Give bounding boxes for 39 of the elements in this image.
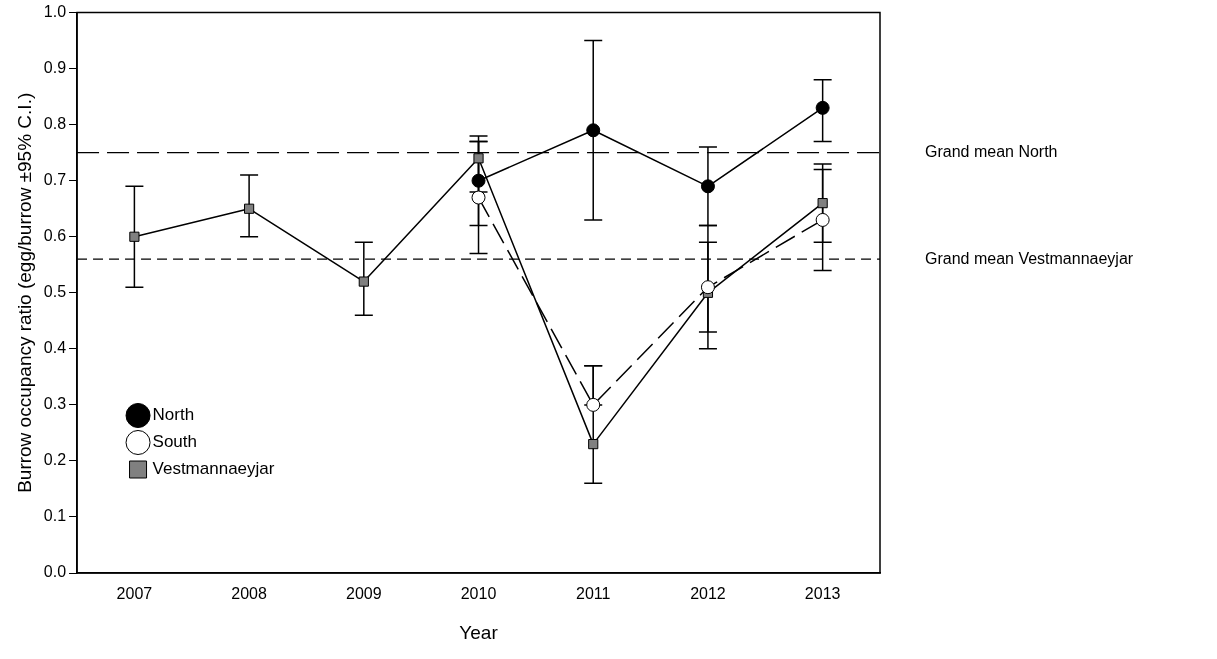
point <box>473 153 484 164</box>
point <box>815 100 830 115</box>
point <box>586 397 601 412</box>
y-tick-label: 0.4 <box>43 339 67 357</box>
y-tick-label: 0.9 <box>43 59 67 77</box>
point <box>700 280 715 295</box>
y-tick-label: 0.8 <box>43 115 67 133</box>
point <box>817 198 828 209</box>
ref-line-label: Grand mean North <box>925 143 1058 161</box>
point <box>588 439 599 450</box>
y-tick-label: 0.7 <box>43 171 67 189</box>
point <box>129 231 140 242</box>
x-tick-label: 2008 <box>231 585 267 603</box>
legend-label: South <box>152 432 197 452</box>
x-axis-title: Year <box>459 621 499 643</box>
y-tick-label: 0.2 <box>43 451 67 469</box>
point <box>815 212 830 227</box>
y-tick-label: 0.1 <box>43 507 67 525</box>
point <box>700 179 715 194</box>
point <box>244 203 255 214</box>
x-tick-label: 2011 <box>576 585 611 603</box>
y-tick-label: 0.6 <box>43 227 67 245</box>
point <box>471 190 486 205</box>
x-tick-label: 2013 <box>804 585 841 603</box>
x-tick-label: 2007 <box>116 585 153 603</box>
y-tick-label: 0.5 <box>43 283 67 301</box>
x-tick-label: 2009 <box>346 585 382 603</box>
y-tick-label: 0.3 <box>43 395 67 413</box>
x-tick-label: 2010 <box>460 585 497 603</box>
point <box>586 123 601 138</box>
legend-label: North <box>152 405 195 425</box>
x-tick-label: 2012 <box>690 585 726 603</box>
legend-label: Vestmannaeyjar <box>152 459 275 479</box>
ref-line-label: Grand mean Vestmannaeyjar <box>925 249 1134 267</box>
y-tick-label: 0.0 <box>43 563 67 581</box>
y-axis-title: Burrow occupancy ratio (egg/burrow ±95% C.I.) <box>13 92 35 493</box>
point <box>358 276 369 287</box>
y-tick-label: 1.0 <box>43 3 67 21</box>
point <box>471 173 486 188</box>
